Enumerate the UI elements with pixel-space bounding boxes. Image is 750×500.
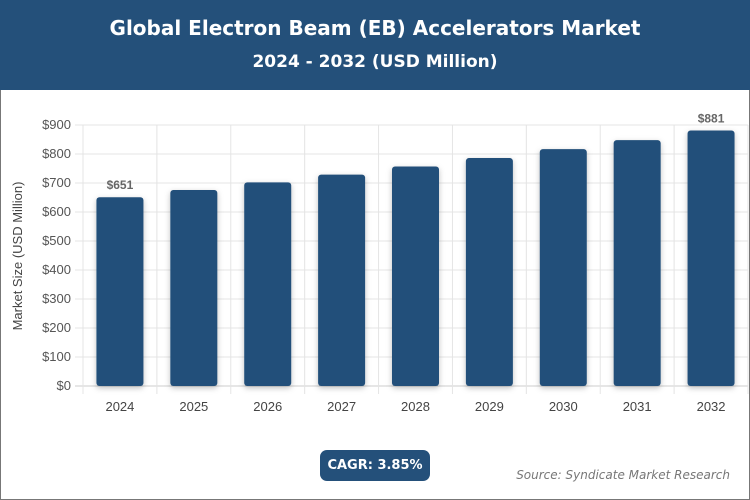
y-tick-label: $200 (42, 320, 71, 335)
x-tick-label: 2028 (401, 399, 430, 414)
x-tick-label: 2029 (475, 399, 504, 414)
chart-header: Global Electron Beam (EB) Accelerators M… (0, 0, 750, 90)
bar (465, 158, 513, 386)
y-tick-label: $400 (42, 262, 71, 277)
cagr-badge: CAGR: 3.85% (320, 450, 430, 481)
x-tick-label: 2031 (623, 399, 652, 414)
y-tick-label: $0 (57, 378, 71, 393)
x-tick-label: 2027 (327, 399, 356, 414)
y-tick-label: $700 (42, 175, 71, 190)
source-note: Source: Syndicate Market Research (516, 468, 730, 482)
x-tick-label: 2025 (179, 399, 208, 414)
y-tick-label: $600 (42, 204, 71, 219)
x-tick-label: 2026 (253, 399, 282, 414)
x-tick-label: 2032 (697, 399, 726, 414)
y-tick-label: $900 (42, 117, 71, 132)
x-tick-label: 2030 (549, 399, 578, 414)
chart-title: Global Electron Beam (EB) Accelerators M… (109, 16, 641, 40)
x-tick-label: 2024 (105, 399, 134, 414)
y-tick-label: $500 (42, 233, 71, 248)
bar (170, 189, 218, 386)
bar (539, 149, 587, 386)
y-tick-label: $100 (42, 349, 71, 364)
bar (687, 130, 735, 386)
y-tick-label: $800 (42, 146, 71, 161)
bar (318, 174, 366, 386)
y-axis-label: Market Size (USD Million) (10, 182, 25, 331)
bar (244, 182, 292, 386)
data-label: $881 (698, 112, 725, 126)
bar (613, 140, 661, 386)
chart-subtitle: 2024 - 2032 (USD Million) (252, 52, 498, 72)
bar (96, 197, 144, 386)
y-tick-label: $300 (42, 291, 71, 306)
data-label: $651 (107, 178, 134, 192)
bar (392, 166, 439, 386)
